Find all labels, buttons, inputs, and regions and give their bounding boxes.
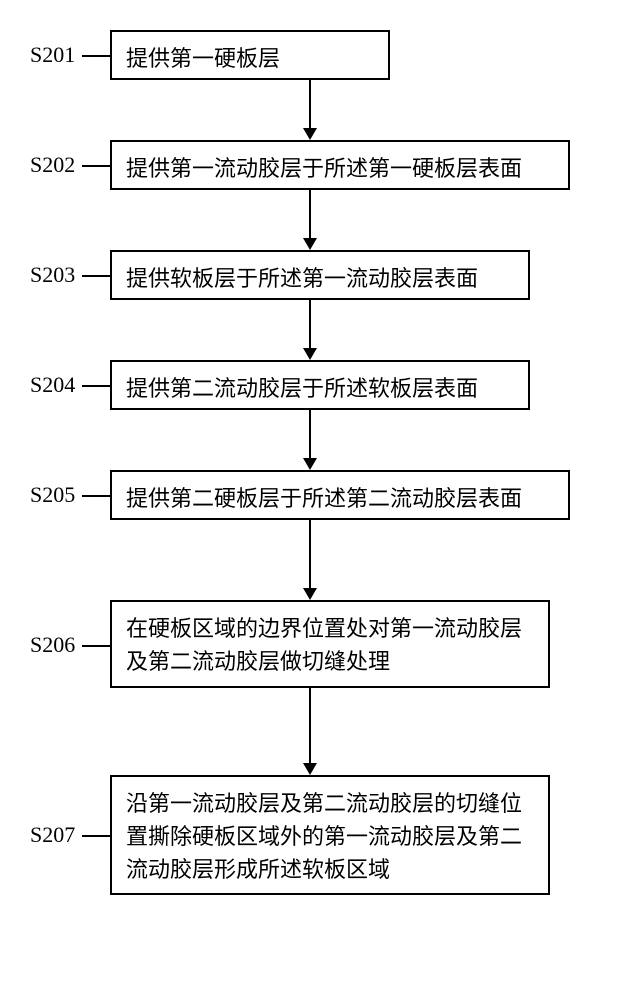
arrow-line-3 xyxy=(309,410,311,458)
step-box-S203: 提供软板层于所述第一流动胶层表面 xyxy=(110,250,530,300)
step-label-S207: S207 xyxy=(30,822,75,848)
step-box-S207: 沿第一流动胶层及第二流动胶层的切缝位置撕除硬板区域外的第一流动胶层及第二流动胶层… xyxy=(110,775,550,895)
label-connector-S205 xyxy=(82,495,110,497)
step-box-S206: 在硬板区域的边界位置处对第一流动胶层及第二流动胶层做切缝处理 xyxy=(110,600,550,688)
flowchart-canvas: S201 提供第一硬板层 S202 提供第一流动胶层于所述第一硬板层表面 S203 提供软… xyxy=(0,0,630,1000)
label-connector-S201 xyxy=(82,55,110,57)
step-label-S202: S202 xyxy=(30,152,75,178)
arrow-head-0 xyxy=(303,128,317,140)
label-connector-S204 xyxy=(82,385,110,387)
step-box-S205: 提供第二硬板层于所述第二流动胶层表面 xyxy=(110,470,570,520)
step-label-S204: S204 xyxy=(30,372,75,398)
arrow-head-5 xyxy=(303,763,317,775)
arrow-line-5 xyxy=(309,688,311,763)
step-box-S201: 提供第一硬板层 xyxy=(110,30,390,80)
step-label-S206: S206 xyxy=(30,632,75,658)
step-label-S201: S201 xyxy=(30,42,75,68)
step-box-S202: 提供第一流动胶层于所述第一硬板层表面 xyxy=(110,140,570,190)
step-box-S204: 提供第二流动胶层于所述软板层表面 xyxy=(110,360,530,410)
label-connector-S206 xyxy=(82,645,110,647)
arrow-line-4 xyxy=(309,520,311,588)
arrow-head-3 xyxy=(303,458,317,470)
label-connector-S207 xyxy=(82,835,110,837)
arrow-line-2 xyxy=(309,300,311,348)
label-connector-S203 xyxy=(82,275,110,277)
arrow-line-0 xyxy=(309,80,311,128)
arrow-head-4 xyxy=(303,588,317,600)
arrow-line-1 xyxy=(309,190,311,238)
label-connector-S202 xyxy=(82,165,110,167)
arrow-head-1 xyxy=(303,238,317,250)
step-label-S203: S203 xyxy=(30,262,75,288)
arrow-head-2 xyxy=(303,348,317,360)
step-label-S205: S205 xyxy=(30,482,75,508)
